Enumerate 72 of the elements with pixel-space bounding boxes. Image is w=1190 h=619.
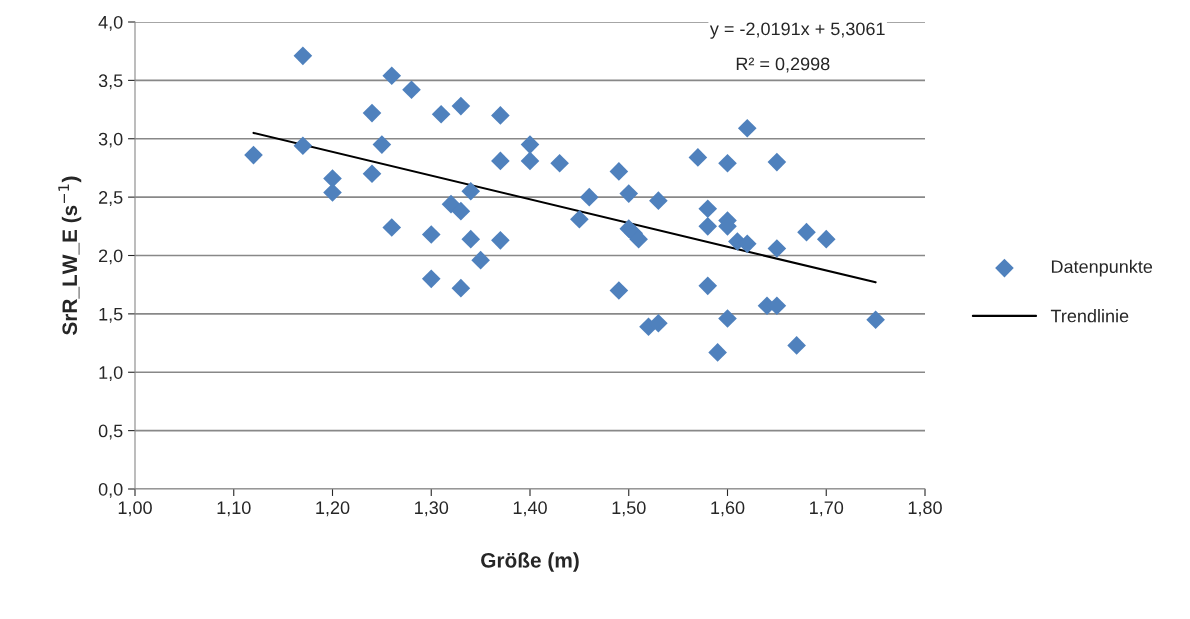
point	[441, 194, 461, 214]
point	[451, 278, 471, 298]
point	[649, 191, 668, 210]
annotation: y = -2,0191x + 5,3061	[709, 22, 885, 39]
point	[491, 151, 510, 171]
point	[698, 217, 718, 236]
point	[570, 209, 589, 229]
point	[866, 310, 885, 330]
point	[609, 281, 629, 300]
y-tick-label: 4,0	[98, 15, 123, 31]
point	[698, 276, 718, 296]
legend-label: Datenpunkte	[1051, 259, 1153, 277]
point	[579, 187, 599, 207]
point	[431, 104, 451, 124]
point	[649, 313, 668, 333]
x-tick-label: 1,70	[810, 501, 844, 517]
point	[461, 181, 481, 201]
point	[787, 336, 806, 355]
point	[402, 80, 421, 100]
y-tick-label: 3,0	[98, 132, 123, 148]
x-tick-label: 1,50	[612, 501, 646, 517]
point	[688, 148, 708, 167]
point	[323, 169, 342, 188]
point	[797, 222, 816, 242]
point	[293, 46, 313, 66]
y-tick-label: 2,5	[99, 191, 123, 206]
point	[718, 153, 737, 173]
annotation: R² = 0,2998	[736, 57, 830, 73]
point	[737, 118, 757, 138]
point	[451, 96, 471, 116]
point	[491, 231, 510, 250]
point	[382, 66, 402, 86]
point	[698, 199, 718, 219]
point	[293, 136, 313, 156]
point	[609, 162, 629, 181]
point	[421, 225, 441, 244]
y-tick-label: 3,5	[98, 74, 123, 90]
y-axis-title: SrR_LW_E (s$^{−1}$)	[58, 176, 82, 336]
point	[421, 269, 441, 289]
point	[520, 135, 540, 154]
y-tick-label: 0,5	[98, 424, 123, 440]
point	[362, 103, 382, 123]
point	[244, 145, 263, 165]
y-tick-label: 0,0	[98, 482, 123, 498]
point	[372, 135, 392, 154]
x-tick-label: 1,10	[217, 501, 251, 517]
point	[323, 183, 342, 202]
x-tick-label: 1,40	[513, 501, 547, 517]
x-tick-label: 1,00	[118, 501, 152, 517]
point	[461, 229, 481, 249]
y-tick-label: 2,0	[99, 249, 123, 265]
point	[767, 239, 787, 258]
point	[362, 164, 382, 184]
point	[718, 309, 737, 328]
legend-label: Trendlinie	[1050, 309, 1129, 323]
point	[520, 151, 540, 171]
point	[550, 153, 569, 173]
point	[382, 218, 402, 237]
point	[491, 106, 510, 125]
point	[619, 184, 639, 203]
x-tick-label: 1,30	[415, 501, 449, 517]
x-tick-label: 1,60	[711, 501, 745, 517]
point	[816, 229, 836, 249]
x-tick-label: 1,20	[316, 501, 350, 517]
x-tick-label: 1,80	[908, 501, 942, 517]
point	[708, 343, 727, 362]
y-tick-label: 1,5	[99, 308, 123, 323]
x-axis-title: Größe (m)	[481, 552, 579, 572]
point	[451, 201, 471, 221]
point	[471, 250, 490, 270]
point	[767, 152, 787, 172]
y-tick-label: 1,0	[99, 366, 123, 382]
